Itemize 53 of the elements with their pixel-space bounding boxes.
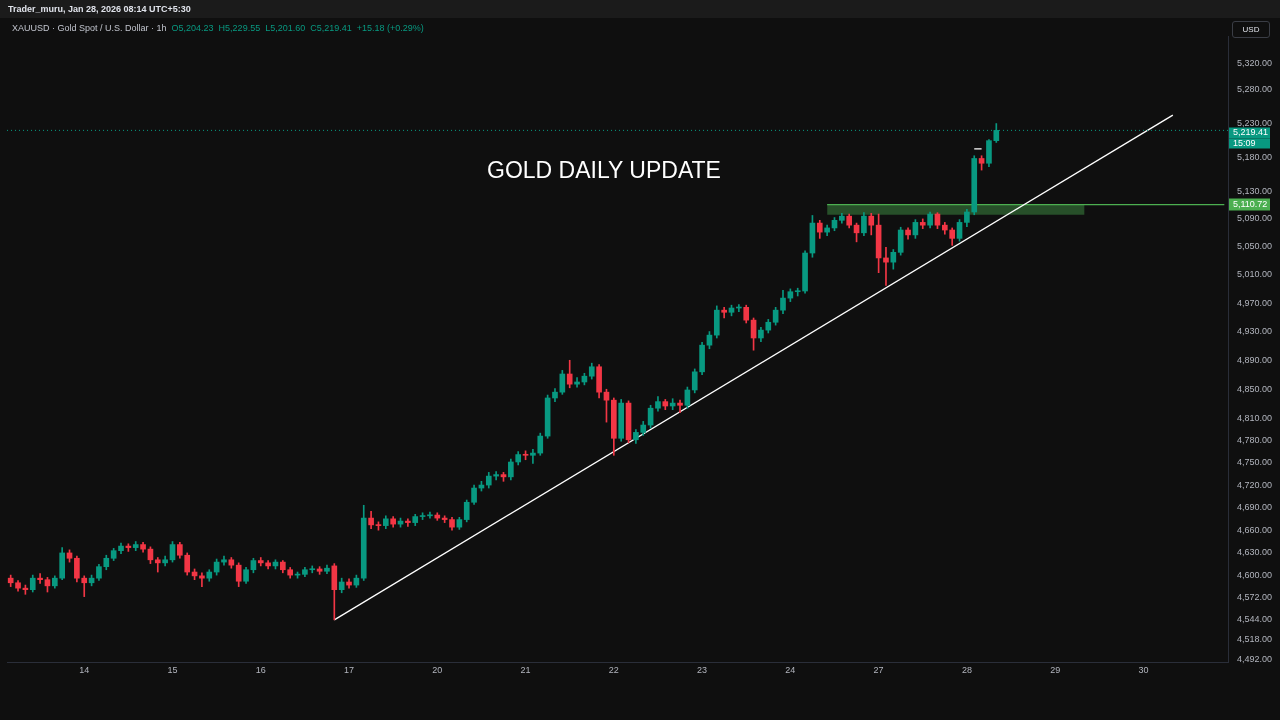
y-tick-label: 4,660.00 bbox=[1237, 524, 1273, 535]
y-tick-label: 4,544.00 bbox=[1237, 613, 1273, 624]
y-tick-label: 5,320.00 bbox=[1237, 57, 1273, 68]
text: 15:09 bbox=[1233, 137, 1256, 148]
text: H5,229.55 bbox=[218, 23, 261, 34]
y-tick-label: 4,572.00 bbox=[1237, 591, 1273, 602]
y-tick-label: 4,630.00 bbox=[1237, 547, 1273, 558]
x-tick-label: 17 bbox=[344, 664, 355, 675]
text: GOLD DAILY UPDATE bbox=[487, 156, 721, 184]
y-tick-label: 5,050.00 bbox=[1237, 241, 1273, 252]
x-tick-label: 15 bbox=[167, 664, 178, 675]
candlestick bbox=[37, 573, 43, 584]
candlestick bbox=[493, 471, 499, 481]
y-tick-label: 4,810.00 bbox=[1237, 412, 1273, 423]
text: C5,219.41 bbox=[310, 23, 352, 34]
x-tick-label: 23 bbox=[697, 664, 708, 675]
y-tick-label: 4,780.00 bbox=[1237, 434, 1273, 445]
candlestick bbox=[677, 399, 683, 413]
x-tick-label: 30 bbox=[1138, 664, 1149, 675]
y-tick-label: 4,690.00 bbox=[1237, 502, 1273, 513]
text: Trader_muru, Jan 28, 2026 08:14 UTC+5:30 bbox=[8, 4, 191, 15]
y-axis-title: USD bbox=[1232, 21, 1270, 38]
x-tick-label: 22 bbox=[608, 664, 619, 675]
x-tick-label: 16 bbox=[255, 664, 266, 675]
ref-line-label: 5,219.41 bbox=[1233, 127, 1269, 138]
y-tick-label: 5,280.00 bbox=[1237, 84, 1273, 95]
x-tick-label: 27 bbox=[873, 664, 884, 675]
y-tick-label: 4,492.00 bbox=[1237, 654, 1273, 665]
x-tick-label: 21 bbox=[520, 664, 531, 675]
y-tick-label: 5,090.00 bbox=[1237, 213, 1273, 224]
x-tick-label: 24 bbox=[785, 664, 796, 675]
y-tick-label: 4,890.00 bbox=[1237, 354, 1273, 365]
y-tick-label: 5,180.00 bbox=[1237, 151, 1273, 162]
y-tick-label: 4,750.00 bbox=[1237, 457, 1273, 468]
x-tick-label: 28 bbox=[961, 664, 972, 675]
text: +15.18 (+0.29%) bbox=[356, 23, 424, 34]
candlestick bbox=[530, 449, 536, 464]
y-tick-label: 5,130.00 bbox=[1237, 185, 1273, 196]
y-tick-label: 4,850.00 bbox=[1237, 383, 1273, 394]
text: L5,201.60 bbox=[265, 23, 306, 34]
x-tick-label: 14 bbox=[79, 664, 90, 675]
y-tick-label: 4,518.00 bbox=[1237, 633, 1273, 644]
chart-subtitle: XAUUSD · Gold Spot / U.S. Dollar · 1h bbox=[12, 23, 167, 34]
y-tick-label: 4,720.00 bbox=[1237, 479, 1273, 490]
data-label: 5,110.72 bbox=[1233, 199, 1268, 210]
y-tick-label: 4,970.00 bbox=[1237, 297, 1273, 308]
y-tick-label: 4,930.00 bbox=[1237, 326, 1273, 337]
y-tick-label: 5,010.00 bbox=[1237, 269, 1273, 280]
y-tick-label: 5,230.00 bbox=[1237, 117, 1273, 128]
x-tick-label: 29 bbox=[1050, 664, 1061, 675]
text: O5,204.23 bbox=[171, 23, 214, 34]
y-tick-label: 4,600.00 bbox=[1237, 570, 1273, 581]
x-tick-label: 20 bbox=[432, 664, 443, 675]
